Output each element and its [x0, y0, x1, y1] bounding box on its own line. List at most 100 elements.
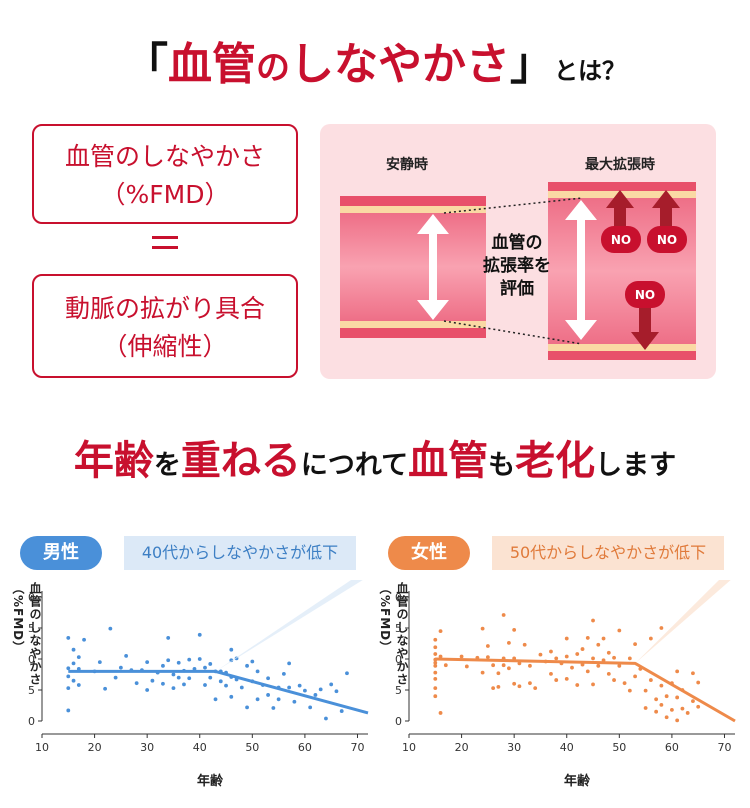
title-no: の: [256, 48, 290, 88]
data-point: [187, 657, 192, 662]
female-note: 50代からしなやかさが低下: [492, 536, 724, 570]
data-point: [617, 663, 622, 668]
y-tick-label: 20: [395, 591, 402, 604]
data-point: [622, 681, 627, 686]
vessel-rest: [340, 196, 486, 338]
data-point: [66, 686, 71, 691]
label-rest: 安静時: [386, 157, 428, 173]
x-tick-label: 60: [665, 741, 679, 754]
data-point: [596, 663, 601, 668]
data-point: [245, 663, 249, 668]
data-point: [491, 663, 496, 668]
data-point: [433, 676, 438, 681]
data-point: [570, 665, 574, 670]
data-point: [696, 680, 701, 685]
data-point: [71, 661, 76, 666]
data-point: [276, 697, 281, 702]
data-point: [528, 681, 532, 686]
definition-box-artery: 動脈の拡がり具合 （伸縮性）: [32, 274, 298, 378]
no-badge-text-2: NO: [656, 233, 678, 247]
data-point: [166, 658, 171, 663]
title-bracket-open: 「: [124, 39, 168, 90]
data-point: [329, 682, 334, 687]
data-point: [218, 679, 223, 684]
data-point: [239, 685, 244, 690]
data-point: [433, 663, 438, 668]
data-point: [303, 688, 307, 693]
data-point: [591, 682, 595, 687]
data-point: [564, 676, 569, 681]
x-tick-label: 50: [612, 741, 626, 754]
data-point: [76, 667, 81, 671]
headline-w4: 老化: [515, 438, 596, 484]
data-point: [334, 689, 339, 694]
data-point: [229, 658, 234, 663]
data-point: [606, 650, 611, 655]
data-point: [76, 683, 81, 687]
data-point: [648, 636, 653, 641]
data-point: [612, 655, 616, 660]
data-point: [591, 618, 595, 623]
data-point: [208, 675, 213, 680]
x-tick-label: 20: [455, 741, 469, 754]
data-point: [643, 688, 648, 693]
data-point: [691, 671, 695, 676]
data-point: [433, 645, 438, 650]
data-point: [659, 683, 664, 688]
data-point: [433, 670, 438, 675]
data-point: [433, 694, 438, 699]
data-point: [485, 644, 490, 648]
x-tick-label: 40: [560, 741, 574, 754]
data-point: [533, 686, 538, 691]
data-point: [213, 697, 218, 702]
x-tick-label: 10: [35, 741, 49, 754]
trend-line: [435, 657, 736, 723]
headline-w2: 重ねる: [180, 438, 301, 484]
data-point: [459, 654, 464, 659]
data-point: [680, 706, 685, 711]
data-point: [507, 666, 511, 671]
label-max: 最大拡張時: [585, 157, 655, 173]
definition-box-fmd-line1: 血管のしなやかさ: [64, 142, 265, 171]
center-label-line3: 評価: [500, 279, 534, 299]
data-point: [549, 671, 553, 676]
data-point: [208, 662, 213, 666]
data-point: [71, 647, 76, 652]
data-point: [66, 666, 71, 671]
data-point: [659, 626, 664, 630]
data-point: [501, 613, 506, 617]
data-point: [480, 626, 485, 631]
data-point: [266, 693, 270, 697]
y-tick-label: 5: [395, 684, 402, 697]
data-point: [287, 661, 292, 666]
data-point: [161, 663, 165, 668]
data-point: [176, 660, 181, 665]
data-point: [554, 678, 559, 682]
arrow-max-icon: [565, 200, 597, 340]
data-point: [438, 711, 443, 715]
female-pill: 女性: [388, 536, 470, 570]
data-point: [627, 656, 632, 661]
data-point: [182, 682, 186, 687]
data-point: [124, 654, 129, 658]
data-point: [507, 640, 511, 645]
data-point: [591, 656, 595, 661]
data-point: [664, 694, 669, 699]
data-point: [66, 708, 71, 713]
page-title: 「血管のしなやかさ」とは？: [0, 28, 750, 92]
definition-box-fmd: 血管のしなやかさ （%FMD）: [32, 124, 298, 224]
data-point: [313, 693, 318, 697]
data-point: [103, 686, 107, 691]
x-tick-label: 10: [402, 741, 416, 754]
definition-box-artery-line2: （伸縮性）: [102, 332, 228, 361]
male-xlabel: 年齢: [197, 774, 224, 789]
female-scatter-chart: 0 5 10 15 20 10 20 30 40 50 60 70: [395, 580, 736, 754]
data-point: [480, 670, 485, 675]
arrow-rest-icon: [417, 214, 449, 320]
data-point: [575, 683, 580, 687]
female-xlabel: 年齢: [564, 774, 591, 789]
data-point: [664, 715, 669, 720]
data-point: [612, 678, 616, 682]
trend-line: [68, 669, 369, 715]
y-tick-label: 10: [28, 653, 35, 666]
